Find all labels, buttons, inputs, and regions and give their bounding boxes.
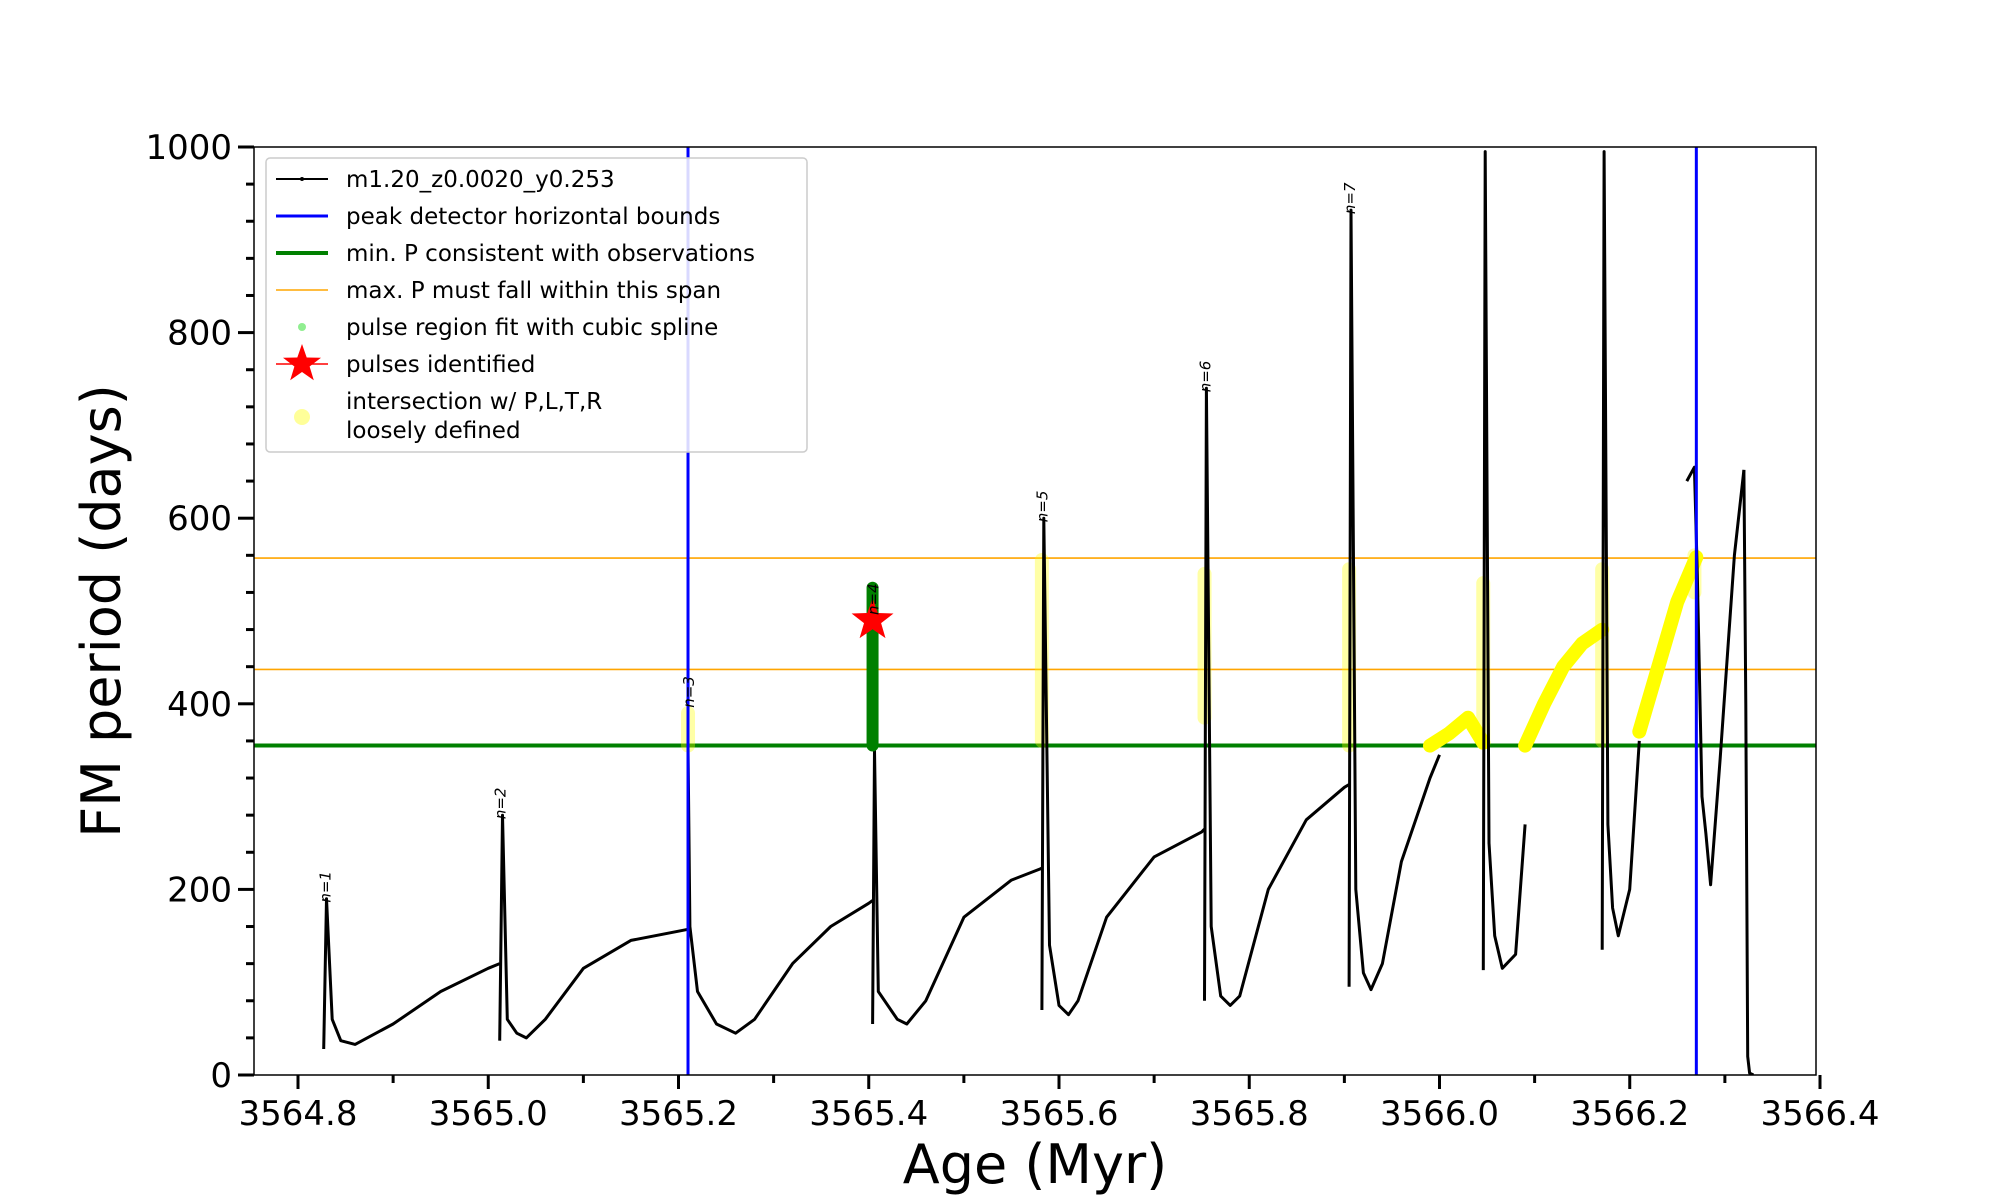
track-line bbox=[1600, 150, 1641, 950]
pulse-star bbox=[851, 598, 894, 639]
peak-label: n=2 bbox=[491, 788, 509, 820]
y-axis: 0 200 400 600 800 1000 bbox=[145, 128, 254, 1096]
legend-handle-marker bbox=[300, 177, 304, 181]
legend-label: m1.20_z0.0020_y0.253 bbox=[346, 167, 615, 193]
track-line bbox=[498, 813, 689, 1041]
peak-label: n=4 bbox=[864, 583, 882, 615]
plot-frame bbox=[253, 146, 1817, 1076]
y-tick-label: 1000 bbox=[145, 128, 232, 168]
peak-label: n=3 bbox=[680, 676, 698, 708]
legend-label: loosely defined bbox=[346, 418, 521, 444]
legend-handle-intersection bbox=[294, 409, 310, 425]
legend-handle-spline bbox=[298, 323, 306, 331]
x-tick-label: 3565.6 bbox=[1000, 1094, 1119, 1134]
y-tick-label: 200 bbox=[167, 870, 232, 910]
x-tick-label: 3566.2 bbox=[1570, 1094, 1689, 1134]
x-tick-label: 3565.4 bbox=[809, 1094, 928, 1134]
plot-area: n=1 n=2 n=3 n=4 n=5 n=6 n=7 bbox=[254, 147, 1816, 1075]
x-tick-label: 3564.8 bbox=[239, 1094, 358, 1134]
track-line bbox=[1742, 469, 1755, 1075]
legend-label: pulse region fit with cubic spline bbox=[346, 315, 718, 341]
legend-label: max. P must fall within this span bbox=[346, 278, 721, 304]
x-tick-label: 3565.2 bbox=[619, 1094, 738, 1134]
track-line bbox=[871, 748, 1043, 1026]
x-tick-label: 3565.0 bbox=[429, 1094, 548, 1134]
track-line bbox=[1347, 208, 1441, 992]
x-tick-label: 3566.0 bbox=[1380, 1094, 1499, 1134]
track-line bbox=[1481, 150, 1527, 971]
y-axis-title: FM period (days) bbox=[70, 384, 133, 838]
peak-label: n=6 bbox=[1196, 361, 1214, 393]
x-axis: 3564.8 3565.0 3565.2 3565.4 3565.6 3565.8 3566… bbox=[239, 1075, 1880, 1134]
track-line bbox=[686, 745, 874, 1035]
y-tick-label: 400 bbox=[167, 685, 232, 725]
track-line bbox=[322, 897, 501, 1050]
legend-box bbox=[265, 157, 808, 453]
peak-label: n=1 bbox=[316, 871, 334, 903]
x-tick-label: 3566.4 bbox=[1761, 1094, 1880, 1134]
track-line bbox=[1040, 516, 1206, 1017]
legend-label: peak detector horizontal bounds bbox=[346, 204, 720, 230]
legend-handle-pulse-star bbox=[283, 344, 321, 381]
track-line bbox=[1203, 386, 1350, 1007]
legend-label: pulses identified bbox=[346, 352, 535, 378]
legend-label: min. P consistent with observations bbox=[346, 241, 755, 267]
x-axis-title: Age (Myr) bbox=[903, 1133, 1168, 1196]
y-tick-label: 800 bbox=[167, 314, 232, 354]
peak-label: n=7 bbox=[1341, 182, 1359, 214]
intersection-curve bbox=[1518, 622, 1610, 753]
x-tick-label: 3565.8 bbox=[1190, 1094, 1309, 1134]
intersection-curve bbox=[1423, 710, 1491, 753]
peak-label: n=5 bbox=[1034, 491, 1052, 523]
intersection-curve bbox=[1632, 550, 1704, 739]
legend-label: intersection w/ P,L,T,R bbox=[346, 389, 602, 415]
y-tick-label: 600 bbox=[167, 499, 232, 539]
y-tick-label: 0 bbox=[210, 1056, 232, 1096]
